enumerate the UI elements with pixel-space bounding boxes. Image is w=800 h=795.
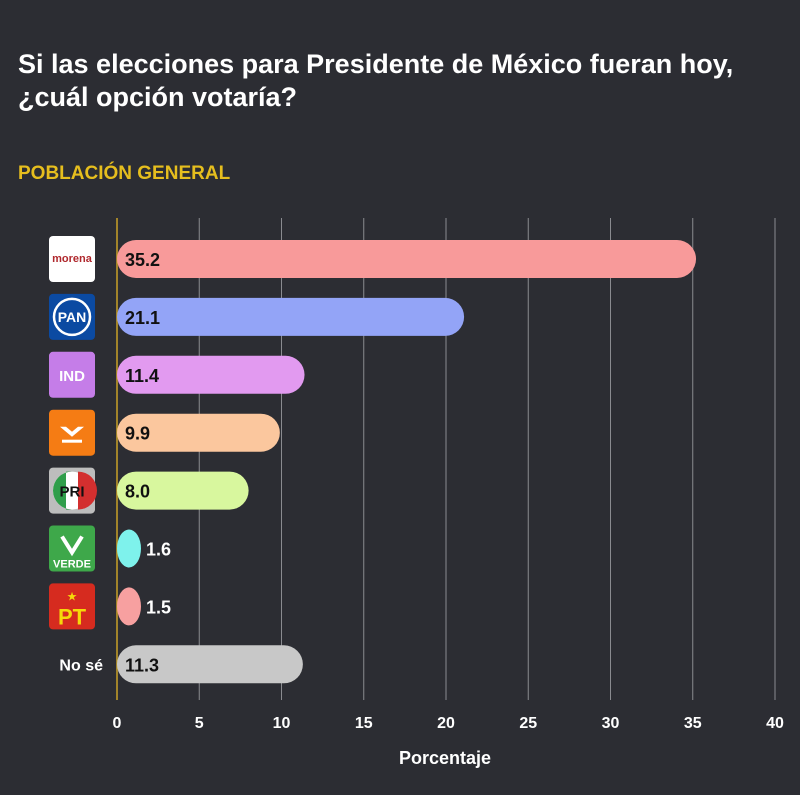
bar-pri	[117, 471, 249, 510]
check-icon	[60, 535, 84, 557]
logo-background	[49, 583, 95, 630]
data-label: 1.5	[146, 597, 171, 617]
logo-text: PRI	[59, 484, 84, 501]
logo-text: PT	[58, 604, 87, 629]
party-logo-morena: morena	[49, 236, 95, 282]
data-label: 21.1	[125, 308, 160, 328]
bar-morena	[117, 240, 697, 278]
logo-green	[53, 471, 72, 510]
x-tick-label: 20	[437, 715, 455, 732]
row-label: No sé	[59, 657, 103, 674]
party-logo-pan: PAN	[49, 293, 95, 340]
logo-text: PAN	[58, 309, 87, 325]
logo-text-bar	[62, 439, 82, 443]
party-logo-pt: ★PT	[49, 583, 95, 630]
bar-pt	[117, 587, 141, 626]
x-tick-label: 15	[355, 715, 373, 732]
logo-background	[49, 351, 95, 398]
x-tick-label: 0	[113, 715, 122, 732]
bar-nos	[117, 645, 303, 684]
chart-subtitle: POBLACIÓN GENERAL	[18, 163, 231, 184]
logo-background	[49, 236, 95, 282]
logo-text: IND	[59, 368, 85, 385]
x-axis-label: Porcentaje	[399, 748, 491, 768]
data-label: 8.0	[125, 482, 150, 502]
x-tick-label: 30	[602, 715, 620, 732]
bar-ind	[117, 355, 305, 394]
logo-ring	[52, 297, 92, 337]
data-label: 11.4	[125, 366, 159, 386]
chart-title: Si las elecciones para Presidente de Méx…	[18, 49, 734, 112]
party-logo-verde: VERDE	[49, 525, 95, 572]
star-icon: ★	[67, 589, 78, 603]
party-logo-pri: PRI	[49, 467, 97, 514]
x-tick-label: 40	[766, 715, 784, 732]
logo-background	[49, 293, 95, 340]
data-label: 1.6	[146, 540, 171, 560]
bar-pan	[117, 297, 465, 336]
party-logo-mc	[49, 409, 95, 456]
logo-background	[49, 525, 95, 572]
data-label: 35.2	[125, 250, 160, 270]
data-label: 11.3	[125, 655, 159, 675]
logo-text: VERDE	[53, 559, 91, 571]
data-label: 9.9	[125, 424, 150, 444]
x-tick-label: 35	[684, 715, 702, 732]
x-tick-label: 25	[519, 715, 537, 732]
logo-text: morena	[52, 253, 93, 265]
bar-mc	[117, 413, 280, 452]
eagle-icon	[60, 426, 84, 437]
bar-verde	[117, 529, 141, 568]
logo-red	[78, 471, 97, 510]
party-logo-ind: IND	[49, 351, 95, 398]
x-tick-label: 5	[195, 715, 204, 732]
x-tick-label: 10	[273, 715, 291, 732]
